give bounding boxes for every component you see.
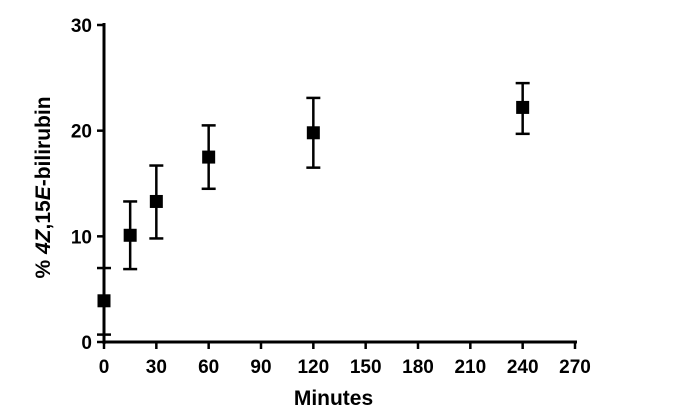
x-tick-label: 270 — [559, 357, 591, 378]
x-tick-label: 150 — [350, 357, 382, 378]
y-tick-label: 20 — [71, 122, 92, 143]
axes: 0 30 60 90 120 150 180 210 240 270 0 10 20 30 — [71, 16, 591, 378]
y-tick-label: 0 — [81, 333, 92, 354]
y-axis-title-part: 4Z — [32, 228, 55, 255]
data-points — [97, 100, 530, 308]
x-tick-label: 0 — [99, 357, 110, 378]
x-tick-label: 240 — [507, 357, 539, 378]
x-tick-label: 180 — [402, 357, 434, 378]
x-axis-title: Minutes — [294, 387, 373, 410]
y-axis-title-part: % — [32, 254, 55, 279]
data-point — [149, 194, 163, 208]
y-axis-title-part: -bilirubin — [32, 96, 55, 186]
x-tick-label: 90 — [250, 357, 271, 378]
data-point — [516, 100, 530, 114]
y-axis-title-part: ,15 — [32, 200, 55, 230]
x-tick-label: 60 — [198, 357, 219, 378]
x-tick-label: 30 — [146, 357, 167, 378]
y-tick-label: 30 — [71, 16, 92, 37]
error-bars — [97, 81, 530, 336]
x-tick-label: 120 — [297, 357, 329, 378]
data-point — [202, 150, 216, 164]
x-tick-label: 210 — [454, 357, 486, 378]
data-point — [123, 228, 137, 242]
y-axis-title-part: E — [32, 185, 55, 200]
data-point — [97, 294, 111, 308]
data-point — [306, 126, 320, 140]
y-axis-title: % 4Z,15E-bilirubin — [32, 96, 55, 278]
y-tick-label: 10 — [71, 227, 92, 248]
